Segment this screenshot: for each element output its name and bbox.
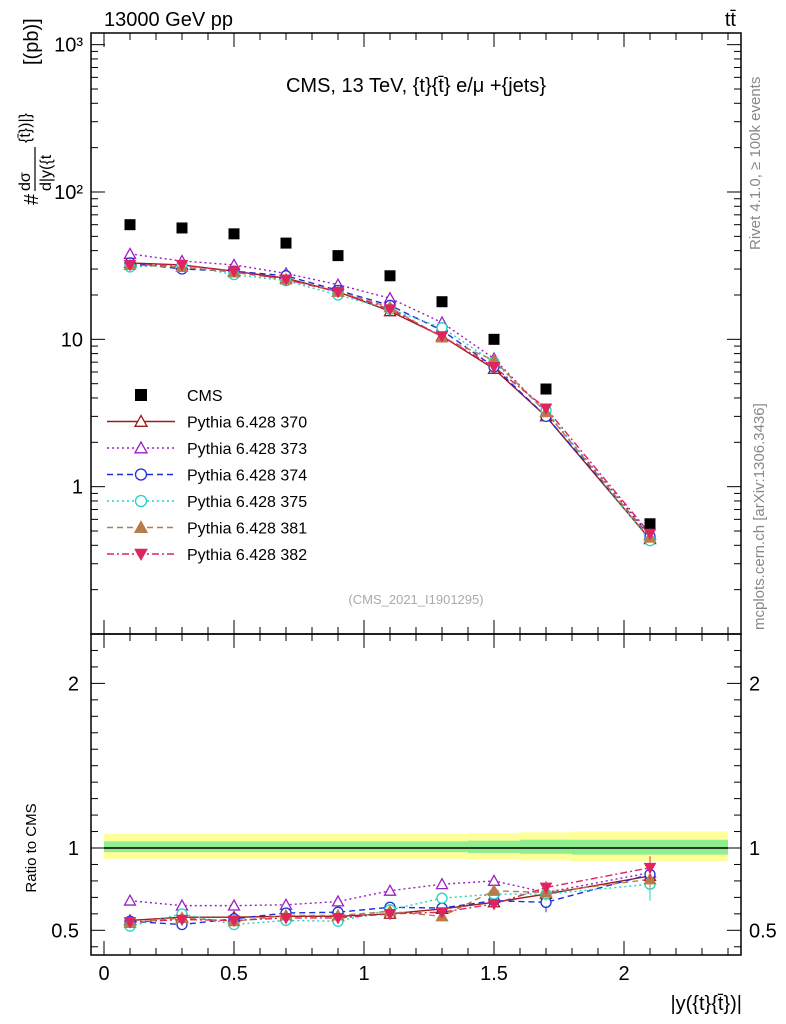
main-point-s0-0 (124, 219, 136, 231)
main-y-tick-label: 10³ (54, 35, 83, 57)
ratio-point-s5-2 (227, 915, 241, 927)
header-energy-label: 13000 GeV pp (104, 9, 233, 31)
main-point-s6-8 (539, 403, 553, 415)
ratio-point-s1-6 (435, 877, 449, 890)
legend-label-6: Pythia 6.428 382 (187, 547, 307, 564)
main-point-s0-7 (488, 333, 500, 345)
ratio-point-s5-0 (123, 917, 137, 929)
legend: CMS Pythia 6.428 370 Pythia 6.428 373 Pythi… (107, 388, 307, 564)
legend-marker-5 (133, 520, 149, 533)
ratio-point-s5-3 (279, 913, 293, 925)
ratio-y-tick-label-right: 0.5 (749, 920, 777, 942)
ylabel-unit: [(pb)] (21, 18, 43, 65)
ratio-series-line-0 (129, 875, 651, 922)
header-process-label: tt̄ (725, 9, 737, 31)
ratio-series-line-2 (129, 873, 651, 926)
ratio-y-tick-label-right: 1 (749, 838, 760, 860)
ylabel-prefix: # (21, 193, 43, 205)
ratio-point-s5-9 (643, 862, 657, 875)
x-tick-label: 1 (358, 963, 369, 985)
legend-marker-6 (134, 548, 148, 562)
main-point-s0-3 (280, 237, 292, 249)
ratio-y-tick-label-left: 1 (68, 838, 79, 860)
main-y-tick-label: 1 (72, 477, 83, 499)
legend-marker-0 (135, 389, 147, 401)
main-y-tick-label: 10² (54, 182, 83, 204)
ratio-point-s5-6 (435, 907, 449, 919)
ratio-point-s4-7 (487, 883, 501, 896)
main-point-s0-5 (384, 270, 396, 282)
ratio-series-line-3 (129, 883, 651, 927)
legend-marker-1 (133, 414, 149, 427)
main-point-s0-4 (332, 250, 344, 262)
ratio-point-s5-8 (539, 882, 553, 895)
ylabel-numerator: dσ (17, 172, 34, 191)
main-point-s6-7 (487, 361, 501, 374)
main-point-s0-8 (540, 383, 552, 395)
x-tick-label: 2 (618, 963, 629, 985)
main-plot-title: CMS, 13 TeV, {t}{t̄} e/μ +{jets} (286, 75, 546, 97)
legend-label-1: Pythia 6.428 370 (187, 415, 307, 432)
ratio-point-s1-0 (123, 893, 137, 906)
main-point-s0-9 (644, 518, 656, 530)
ratio-series-line-4 (129, 878, 651, 924)
analysis-watermark: (CMS_2021_I1901295) (348, 592, 483, 607)
main-point-s0-2 (228, 228, 240, 240)
main-point-s0-6 (436, 296, 448, 308)
main-point-s6-2 (227, 266, 241, 278)
ratio-point-s1-5 (383, 883, 397, 896)
mcplots-label: mcplots.cern.ch [arXiv:1306.3436] (751, 403, 768, 630)
ratio-y-tick-label-left: 2 (68, 673, 79, 695)
x-tick-label: 0 (98, 963, 109, 985)
main-point-s6-6 (435, 331, 449, 343)
main-point-s6-4 (331, 286, 345, 299)
ratio-panel: 0.5 0.5 1 1 2 2 0 0.5 1 1.5 2 (51, 633, 777, 985)
ratio-point-s5-1 (175, 914, 189, 927)
ratio-point-s1-2 (227, 898, 241, 911)
main-point-s2-0 (123, 247, 137, 259)
legend-marker-3 (134, 468, 148, 481)
x-tick-label: 1.5 (480, 963, 508, 985)
ratio-point-s5-4 (331, 913, 345, 925)
main-series-line-6 (130, 264, 651, 535)
ratio-frame (90, 633, 742, 956)
ratio-point-s1-4 (331, 894, 345, 907)
main-point-s0-1 (176, 222, 188, 234)
legend-label-0: CMS (187, 388, 223, 405)
legend-label-4: Pythia 6.428 375 (187, 494, 307, 511)
ratio-y-tick-label-right: 2 (749, 673, 760, 695)
x-tick-label: 0.5 (220, 963, 248, 985)
ratio-point-s5-7 (487, 899, 501, 911)
legend-marker-2 (133, 440, 149, 454)
x-axis-label: |y({t}{t̄})| (670, 993, 742, 1015)
main-series-line-3 (129, 262, 651, 537)
main-y-axis-label: # dσ d|y({t {t̄})|} [(pb)] (17, 18, 55, 205)
legend-label-3: Pythia 6.428 374 (187, 468, 307, 485)
ratio-y-tick-label-left: 0.5 (51, 920, 79, 942)
ratio-point-s5-5 (383, 908, 397, 921)
ratio-uncertainty-band-inner (104, 839, 728, 855)
main-point-s6-1 (175, 260, 189, 272)
ylabel-denominator-tail: {t̄})|} (17, 112, 34, 143)
ratio-series-line-5 (129, 867, 651, 923)
main-point-s6-0 (123, 260, 137, 272)
ratio-y-axis-label: Ratio to CMS (23, 803, 40, 892)
main-panel: CMS, 13 TeV, {t}{t̄} e/μ +{jets} (CMS_20… (54, 32, 742, 635)
ratio-point-s3-6 (436, 892, 448, 904)
main-point-s6-3 (279, 274, 293, 286)
ratio-point-s1-7 (487, 874, 501, 886)
main-y-tick-label: 10 (61, 329, 83, 351)
rivet-version-label: Rivet 4.1.0, ≥ 100k events (747, 77, 764, 250)
legend-label-2: Pythia 6.428 373 (187, 441, 307, 458)
ylabel-denominator: d|y({t (38, 154, 55, 191)
main-point-s6-5 (383, 304, 397, 316)
main-frame (90, 32, 742, 635)
legend-label-5: Pythia 6.428 381 (187, 521, 307, 538)
main-point-s6-9 (643, 528, 657, 541)
legend-marker-4 (134, 494, 148, 508)
